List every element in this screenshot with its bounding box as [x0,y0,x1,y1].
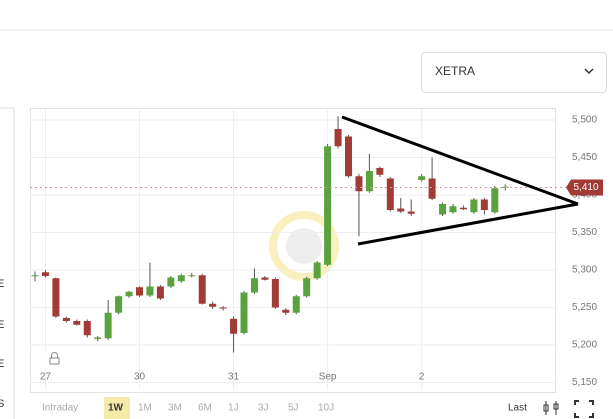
range-button[interactable]: 1J [228,403,239,414]
candle-body [271,279,279,308]
candle-body [324,146,332,265]
last-price-label: 5,410 [573,182,598,193]
candle-body [355,176,363,192]
candle-body [230,318,238,334]
candle-body [365,171,373,192]
y-tick-label: 5,350 [572,227,597,238]
fullscreen-button[interactable] [574,400,594,418]
candle-body [219,307,227,309]
x-tick-label: 31 [228,372,240,383]
watermark [269,211,339,281]
sidebar-letter: E [0,278,4,290]
candle-body [261,277,269,280]
y-tick-label: 5,150 [572,377,597,388]
x-tick-label: 30 [134,372,146,383]
range-button[interactable]: 1W [108,403,124,414]
range-button[interactable]: 6M [198,403,212,414]
candle-body [83,321,91,336]
last-button[interactable]: Last [508,403,527,414]
trend-line-lower [357,202,579,246]
candle-body [470,199,478,213]
candle-type-icon [543,401,559,415]
plot-frame [30,108,556,393]
candle-body [459,207,467,210]
sidebar-panel [0,107,15,419]
range-button[interactable]: 3M [168,403,182,414]
candle-body [428,178,436,199]
candle-body [41,272,49,276]
last-price-badge [566,179,603,196]
candle-body [449,206,457,213]
candle-body [240,292,248,333]
candle-body [313,262,321,279]
candle-body [94,337,102,339]
candle-body [209,303,217,307]
candle-body [198,275,206,304]
y-tick-label: 5,200 [572,340,597,351]
dropdown-chevron [584,68,594,75]
range-button[interactable]: 10J [318,403,334,414]
y-tick-label: 5,500 [572,115,597,126]
watermark-ring [269,211,339,281]
x-tick-label: 27 [40,372,52,383]
y-tick-label: 5,300 [572,265,597,276]
candle-body [115,296,123,313]
candle-body [303,278,311,297]
candle-body [52,278,60,317]
candle-body [31,275,39,277]
x-tick-label: Sep [319,372,337,383]
range-button[interactable]: 3J [258,403,269,414]
candle-body [136,287,143,296]
candle-body [188,275,196,277]
sidebar-letter: E [0,319,4,331]
candle-body [480,199,488,210]
candle-body [386,178,394,210]
candle-body [407,211,415,214]
candle-body [376,168,384,175]
candle-body [397,208,405,212]
candle-body [62,318,70,321]
candle-type-button[interactable] [540,399,562,417]
candle-body [282,309,290,313]
range-button-selected[interactable] [104,397,130,419]
sidebar-letter: E [0,358,4,370]
y-tick-label: 5,250 [572,302,597,313]
range-button[interactable]: Intraday [42,403,78,414]
candle-body [125,291,133,297]
candle-body [177,275,185,282]
lock-icon [49,352,60,365]
candle-body [73,321,81,325]
candle-body [250,278,258,293]
range-button[interactable]: 1M [138,403,152,414]
candle-body [156,286,164,299]
candle-body [292,296,300,313]
candle-body [439,204,447,215]
candle-body [334,129,342,147]
x-tick-label: 2 [419,372,425,383]
watermark-core [286,228,322,264]
candle-body [104,312,112,339]
candle-body [345,136,352,177]
trend-line-upper [341,115,579,206]
y-tick-label: 5,450 [572,152,597,163]
sidebar-letter: S [0,398,4,410]
candle-body [491,188,499,213]
candle-body [167,277,175,287]
exchange-label: XETRA [435,64,475,78]
candle-body [418,176,426,180]
candle-body [146,286,154,296]
range-button[interactable]: 5J [288,403,299,414]
exchange-dropdown[interactable] [421,52,607,93]
